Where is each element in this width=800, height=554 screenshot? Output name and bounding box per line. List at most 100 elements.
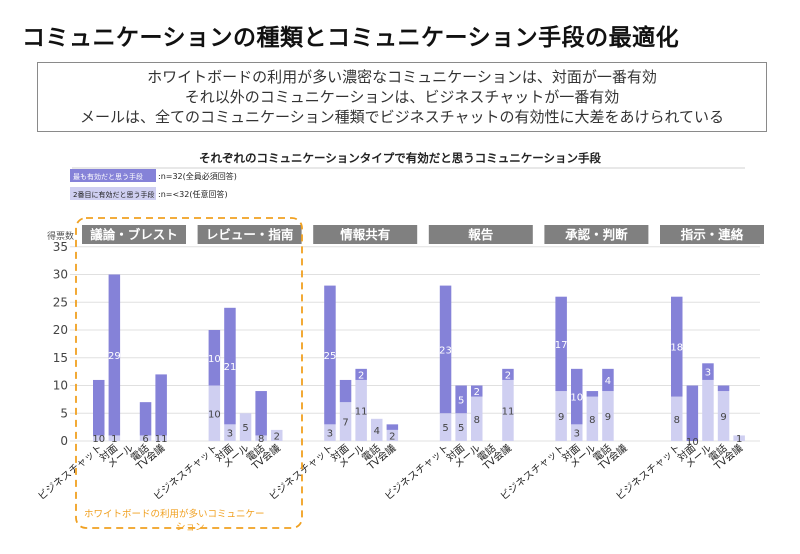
bar-second	[555, 391, 567, 441]
bar-second	[208, 385, 221, 441]
y-tick-label: 30	[53, 268, 68, 282]
data-label-second: 7	[342, 418, 348, 429]
y-tick-label: 5	[60, 406, 68, 420]
legend-swatch-label-2: 2番目に有効だと思う手段	[73, 190, 154, 199]
data-label-first: 2	[505, 370, 511, 381]
data-label-first: 5	[458, 395, 464, 406]
data-label-second: 3	[327, 429, 333, 440]
legend-swatch-2	[70, 187, 156, 200]
bar-second	[586, 396, 599, 441]
data-label-first: 18	[670, 343, 683, 354]
data-label-second: 8	[674, 415, 680, 426]
data-label-second: 5	[458, 423, 464, 434]
legend-swatch-1	[70, 169, 156, 182]
bar-second	[139, 435, 152, 441]
data-label-first: 2	[474, 387, 480, 398]
bar-first	[586, 391, 599, 397]
group-header-3	[313, 225, 418, 244]
bar-first	[224, 307, 236, 425]
data-label-first: 29	[108, 351, 121, 362]
y-tick-label: 0	[60, 434, 68, 448]
chart-title: それぞれのコミュニケーションタイプで有効だと思うコミュニケーション手段	[198, 151, 602, 165]
data-label-second: 9	[605, 412, 611, 423]
bar-second	[324, 424, 336, 441]
bar-first	[255, 391, 267, 436]
data-label-second: 4	[374, 426, 380, 437]
bar-second	[339, 402, 352, 441]
bar-first	[339, 379, 352, 403]
data-label-first: 10	[208, 354, 221, 365]
data-label-second: 11	[155, 434, 168, 445]
bar-second	[571, 424, 583, 441]
bar-first	[439, 285, 452, 414]
group-label: 情報共有	[340, 227, 390, 242]
data-label-second: 8	[589, 415, 595, 426]
data-label-first: 21	[224, 362, 237, 373]
y-tick-label: 25	[53, 295, 68, 309]
legend-note-1: :n=32(全員必須回答)	[158, 171, 237, 181]
bar-first	[602, 368, 614, 392]
data-label-first: 3	[705, 368, 711, 379]
bar-second	[108, 435, 121, 441]
bar-first	[702, 363, 714, 380]
bar-first	[324, 285, 336, 425]
data-label-first: 10	[570, 393, 583, 404]
data-label-second: 8	[474, 415, 480, 426]
y-tick-label: 15	[53, 351, 68, 365]
bar-second	[439, 413, 452, 441]
data-label-second: 8	[258, 434, 264, 445]
bar-first	[571, 368, 583, 425]
bar-second	[471, 396, 483, 441]
bar-second	[671, 396, 683, 441]
bar-first	[555, 296, 567, 392]
bar-first	[386, 424, 399, 430]
group-header-4	[428, 225, 533, 244]
bar-second	[502, 379, 514, 441]
bar-second	[239, 413, 252, 441]
y-tick-label: 10	[53, 379, 68, 393]
bar-second	[255, 435, 267, 441]
bar-second	[355, 379, 367, 441]
bar-first	[139, 402, 152, 436]
bar-first	[155, 374, 167, 436]
group-label: 議論・ブレスト	[90, 227, 178, 242]
y-axis-label: 得票数	[47, 230, 74, 242]
summary-line-1: ホワイトボードの利用が多い濃密なコミュニケーションは、対面が一番有効	[147, 68, 657, 86]
summary-line-3: メールは、全てのコミュニケーション種類でビジネスチャットの有効性に大差をあけられ…	[79, 108, 725, 126]
data-label-second: 3	[227, 429, 233, 440]
data-label-second: 10	[92, 434, 105, 445]
data-label-first: 17	[555, 340, 568, 351]
bar-second	[155, 435, 167, 441]
data-label-first: 25	[324, 351, 337, 362]
bar-second	[93, 435, 105, 441]
data-label-second: 1	[111, 434, 117, 445]
data-label-second: 10	[686, 437, 699, 448]
data-label-second: 6	[142, 434, 148, 445]
data-label-first: 23	[439, 345, 452, 356]
data-label-second: 1	[736, 434, 742, 445]
bar-second	[386, 429, 399, 441]
group-header-5	[544, 225, 649, 244]
data-label-first: 4	[605, 376, 611, 387]
summary-line-2: それ以外のコミュニケーションは、ビジネスチャットが一番有効	[184, 88, 620, 106]
bar-first	[455, 385, 467, 414]
bar-first	[108, 274, 121, 436]
y-tick-label: 35	[53, 240, 68, 254]
bar-first	[717, 385, 730, 392]
legend-swatch-label-1: 最も有効だと思う手段	[73, 172, 143, 181]
data-label-second: 10	[208, 409, 221, 420]
bar-first	[208, 330, 221, 386]
bar-first	[355, 368, 367, 380]
annotation-line-2: ション	[176, 522, 205, 533]
group-header-2	[197, 225, 302, 244]
bar-first	[502, 368, 514, 380]
group-header-1	[82, 225, 186, 244]
bar-first	[671, 296, 683, 397]
y-tick-label: 20	[53, 323, 68, 337]
group-label: レビュー・指南	[206, 227, 294, 242]
bar-second	[371, 418, 383, 441]
data-label-second: 2	[389, 431, 395, 442]
page-title: コミュニケーションの種類とコミュニケーション手段の最適化	[22, 25, 680, 51]
data-label-second: 11	[355, 406, 368, 417]
